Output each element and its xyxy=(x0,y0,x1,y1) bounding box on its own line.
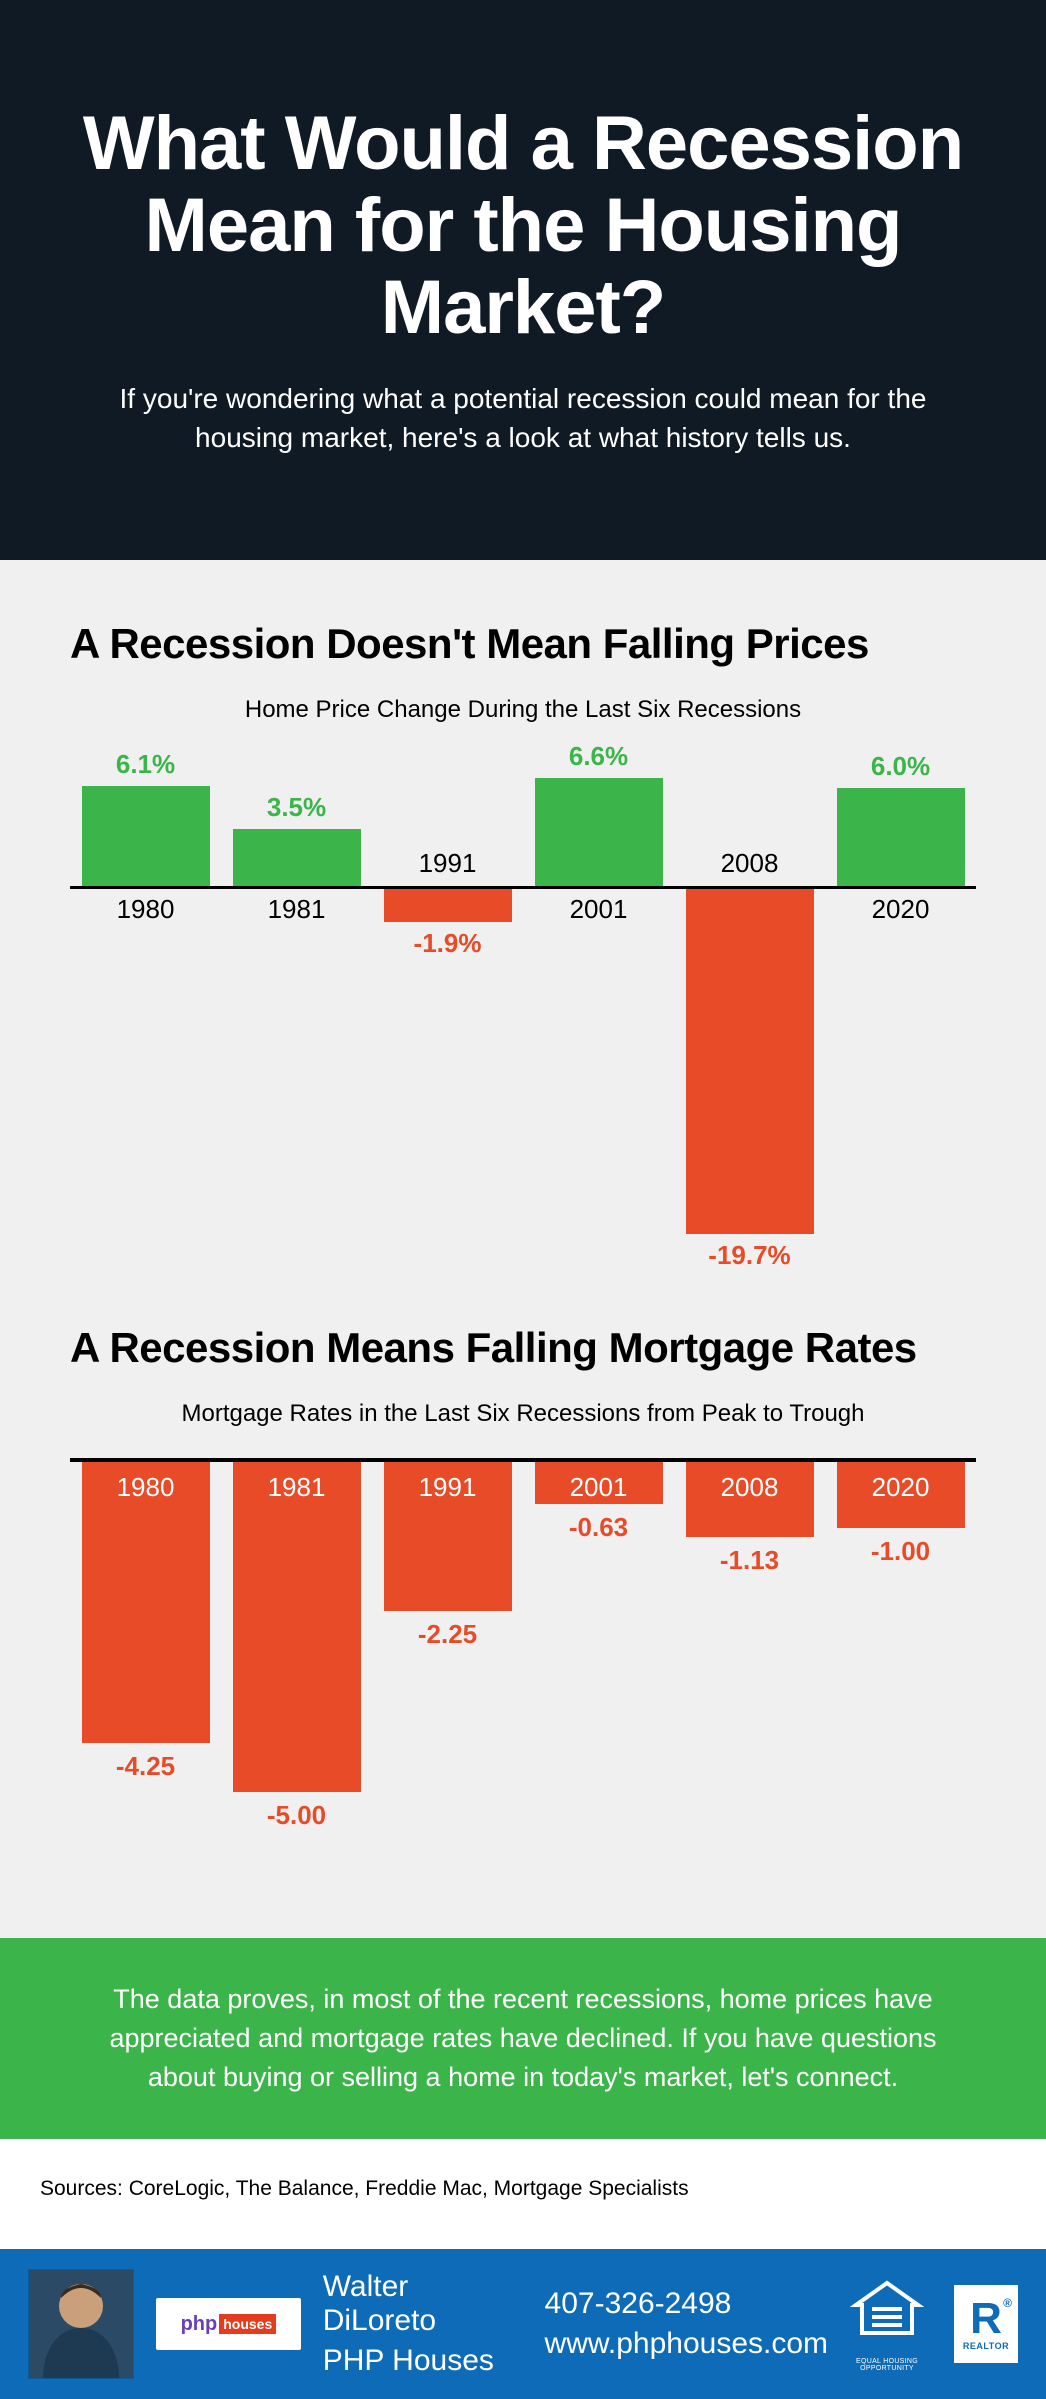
chart1-bar-2001: 6.6%2001 xyxy=(523,754,674,1234)
hero: What Would a Recession Mean for the Hous… xyxy=(0,0,1046,560)
bar-year-label: 1980 xyxy=(70,894,221,925)
phone-number[interactable]: 407-326-2498 xyxy=(545,2287,828,2321)
website-url[interactable]: www.phphouses.com xyxy=(545,2327,828,2361)
bar xyxy=(837,788,965,886)
bar-year-label: 2020 xyxy=(825,894,976,925)
chart2-bar-2001: 2001 -0.63 xyxy=(523,1462,674,1858)
agent-name: Walter DiLoreto xyxy=(323,2270,523,2338)
bar-year-label: 2001 xyxy=(523,894,674,925)
chart2-bar-1991: 1991 -2.25 xyxy=(372,1462,523,1858)
hero-title: What Would a Recession Mean for the Hous… xyxy=(60,103,986,349)
realtor-icon: R REALTOR xyxy=(954,2285,1018,2363)
chart2-title: A Recession Means Falling Mortgage Rates xyxy=(70,1324,976,1372)
cta-banner: The data proves, in most of the recent r… xyxy=(0,1938,1046,2139)
footer: phphouses Walter DiLoreto PHP Houses 407… xyxy=(0,2249,1046,2399)
bar-year-label: 2020 xyxy=(872,1472,930,1503)
cta-text: The data proves, in most of the recent r… xyxy=(109,1984,936,2092)
bar-value-label: -1.13 xyxy=(720,1545,779,1576)
bar xyxy=(384,889,512,922)
chart2-bar-1980: 1980 -4.25 xyxy=(70,1462,221,1858)
bar xyxy=(82,1462,210,1743)
bar xyxy=(82,786,210,886)
logo-part-b: houses xyxy=(219,2314,276,2334)
bar-value-label: -2.25 xyxy=(418,1619,477,1650)
agent-photo xyxy=(28,2269,134,2379)
bar-value-label: -0.63 xyxy=(569,1512,628,1543)
chart1-bar-2020: 6.0% 2020 xyxy=(825,754,976,1234)
logo-part-a: php xyxy=(181,2313,218,2336)
bar-value-label: 3.5% xyxy=(221,792,372,823)
chart1-bar-1980: 6.1%1980 xyxy=(70,754,221,1234)
chart1-bar-1981: 3.5% 1981 xyxy=(221,754,372,1234)
chart2-subtitle: Mortgage Rates in the Last Six Recession… xyxy=(70,1400,976,1428)
chart1-title: A Recession Doesn't Mean Falling Prices xyxy=(70,620,976,668)
chart2-bar-2020: 2020 -1.00 xyxy=(825,1462,976,1858)
sources-line: Sources: CoreLogic, The Balance, Freddie… xyxy=(0,2139,1046,2249)
bar-value-label: 6.6% xyxy=(523,741,674,772)
bar-year-label: 1991 xyxy=(419,1472,477,1503)
bar-value-label: 6.1% xyxy=(70,749,221,780)
equal-housing-icon: EQUAL HOUSING OPPORTUNITY xyxy=(850,2277,924,2372)
chart2-bar-1981: 1981 -5.00 xyxy=(221,1462,372,1858)
bar xyxy=(535,778,663,886)
bar-value-label: 6.0% xyxy=(825,751,976,782)
bar-year-label: 1981 xyxy=(268,1472,326,1503)
bar-value-label: -19.7% xyxy=(674,1240,825,1271)
bar-year-label: 2001 xyxy=(570,1472,628,1503)
eho-label: EQUAL HOUSING OPPORTUNITY xyxy=(850,2358,924,2372)
chart1-subtitle: Home Price Change During the Last Six Re… xyxy=(70,696,976,724)
company-name: PHP Houses xyxy=(323,2344,523,2378)
bar-year-label: 1981 xyxy=(221,894,372,925)
php-houses-logo: phphouses xyxy=(156,2298,301,2350)
chart1-bar-2008: -19.7%2008 xyxy=(674,754,825,1234)
bar-year-label: 2008 xyxy=(721,1472,779,1503)
content-area: A Recession Doesn't Mean Falling Prices … xyxy=(0,560,1046,1938)
bar xyxy=(233,1462,361,1792)
price-change-chart: 6.1%19803.5% 1981-1.9% 19916.6%2001-19.7%2… xyxy=(70,754,976,1234)
bar xyxy=(233,829,361,886)
realtor-label: REALTOR xyxy=(963,2341,1009,2351)
chart2-bar-2008: 2008 -1.13 xyxy=(674,1462,825,1858)
bar-year-label: 2008 xyxy=(674,848,825,879)
bar-value-label: -1.9% xyxy=(372,928,523,959)
bar-value-label: -4.25 xyxy=(116,1751,175,1782)
hero-subtitle: If you're wondering what a potential rec… xyxy=(93,379,953,457)
bar-year-label: 1980 xyxy=(117,1472,175,1503)
chart1-bar-1991: -1.9% 1991 xyxy=(372,754,523,1234)
bar-value-label: -5.00 xyxy=(267,1800,326,1831)
bar-year-label: 1991 xyxy=(372,848,523,879)
mortgage-rate-chart: 1980 -4.25 1981 -5.00 1991 -2.25 2001 -0.63 2008… xyxy=(70,1458,976,1858)
person-icon xyxy=(31,2269,131,2378)
bar-value-label: -1.00 xyxy=(871,1536,930,1567)
bar xyxy=(686,889,814,1234)
